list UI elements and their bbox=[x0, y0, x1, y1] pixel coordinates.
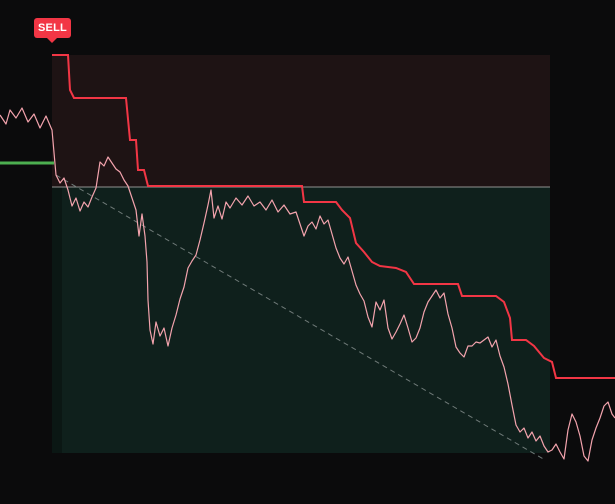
profit-zone-edge bbox=[52, 187, 62, 453]
stop-loss-line bbox=[52, 54, 615, 379]
price-series-line bbox=[0, 107, 615, 462]
profit-zone bbox=[52, 187, 550, 453]
loss-zone bbox=[52, 55, 550, 187]
sell-signal-badge: SELL bbox=[34, 18, 71, 43]
